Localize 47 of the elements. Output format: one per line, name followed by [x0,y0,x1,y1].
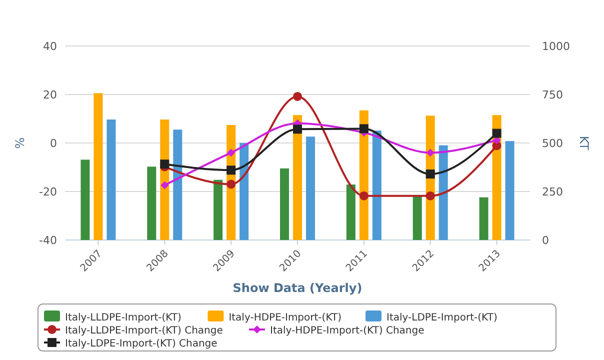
point [160,181,169,190]
point [426,148,434,157]
point [226,180,236,189]
bar [214,180,223,240]
point [160,160,170,169]
y2-tick-label: 0 [542,234,549,247]
bar [505,141,514,240]
legend-label: Italy-LLDPE-Import-(KT) [65,312,182,324]
point [293,124,302,134]
bar [173,130,182,240]
bar [94,93,103,240]
point [359,124,368,134]
bar [479,197,488,240]
legend-label: Italy-HDPE-Import-(KT) Change [270,326,424,336]
y2-tick-label: 750 [542,88,563,102]
bar [412,196,422,240]
y2-tick-label: 1000 [542,40,570,53]
bar [106,120,116,240]
legend-label: Italy-HDPE-Import-(KT) [228,312,342,324]
point [426,170,435,179]
point [293,92,302,101]
y-tick-label: 40 [43,40,57,53]
y-tick-label: 20 [43,88,57,102]
point [359,191,368,200]
bar [240,143,249,240]
bar [280,168,289,240]
legend-label: Italy-LDPE-Import-(KT) Change [65,338,218,350]
x-axis-title: Show Data (Yearly) [232,281,362,295]
point [426,191,435,200]
y-tick-label: 0 [50,137,57,150]
y-tick-label: -20 [39,186,57,198]
bar [346,184,356,240]
bar [80,160,90,240]
y2-tick-label: 250 [542,186,563,198]
legend-label: Italy-LDPE-Import-(KT) [386,312,498,324]
point [227,148,236,157]
y2-axis-title: KT [577,136,591,151]
bar [438,145,448,240]
legend-label: Italy-LLDPE-Import-(KT) Change [65,326,223,336]
bar [147,166,156,240]
point [492,128,502,138]
bar [306,136,315,240]
y-tick-label: -40 [39,234,57,247]
bar [372,130,382,240]
y-axis-title: % [13,137,27,149]
point [226,166,236,175]
y2-tick-label: 500 [542,137,563,150]
